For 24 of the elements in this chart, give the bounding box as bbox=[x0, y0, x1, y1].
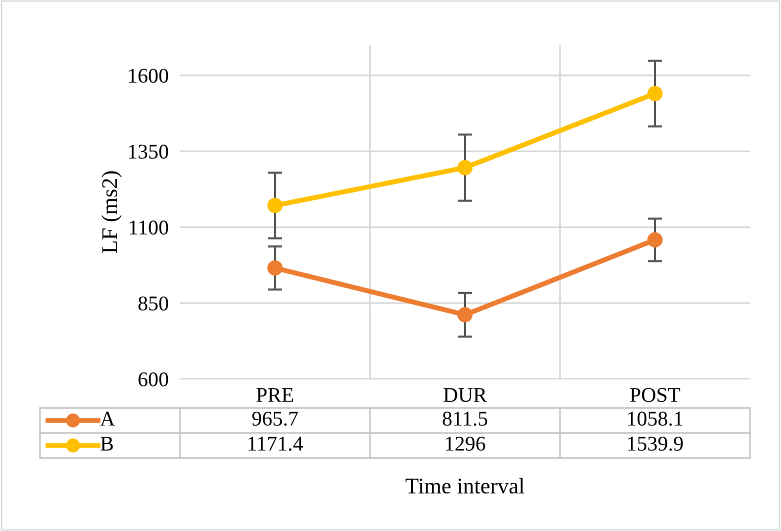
data-label: 1058.1 bbox=[628, 412, 682, 426]
point bbox=[267, 198, 283, 214]
point bbox=[647, 86, 663, 102]
legend-label: B bbox=[100, 436, 113, 451]
point bbox=[647, 232, 663, 248]
data-label: 1539.9 bbox=[628, 436, 683, 451]
x-tick-label: PRE bbox=[256, 388, 294, 402]
point bbox=[457, 307, 473, 322]
x-axis-title: Time interval bbox=[406, 478, 524, 494]
data-label: 1296 bbox=[446, 436, 486, 451]
x-tick-label: POST bbox=[630, 388, 680, 402]
data-label: 811.5 bbox=[442, 412, 488, 426]
y-tick-label: 1600 bbox=[129, 68, 168, 83]
data-label: 965.7 bbox=[252, 412, 298, 426]
y-tick-label: 1350 bbox=[129, 144, 168, 159]
y-tick-label: 850 bbox=[138, 296, 168, 311]
point bbox=[267, 260, 283, 276]
y-tick-label: 600 bbox=[138, 372, 168, 386]
point bbox=[457, 160, 473, 176]
data-label: 1171.4 bbox=[248, 436, 303, 451]
x-tick-label: DUR bbox=[444, 388, 487, 402]
legend-label: A bbox=[100, 412, 115, 426]
y-tick-label: 1100 bbox=[130, 220, 168, 235]
y-axis-title: LF (ms2) bbox=[102, 171, 122, 254]
